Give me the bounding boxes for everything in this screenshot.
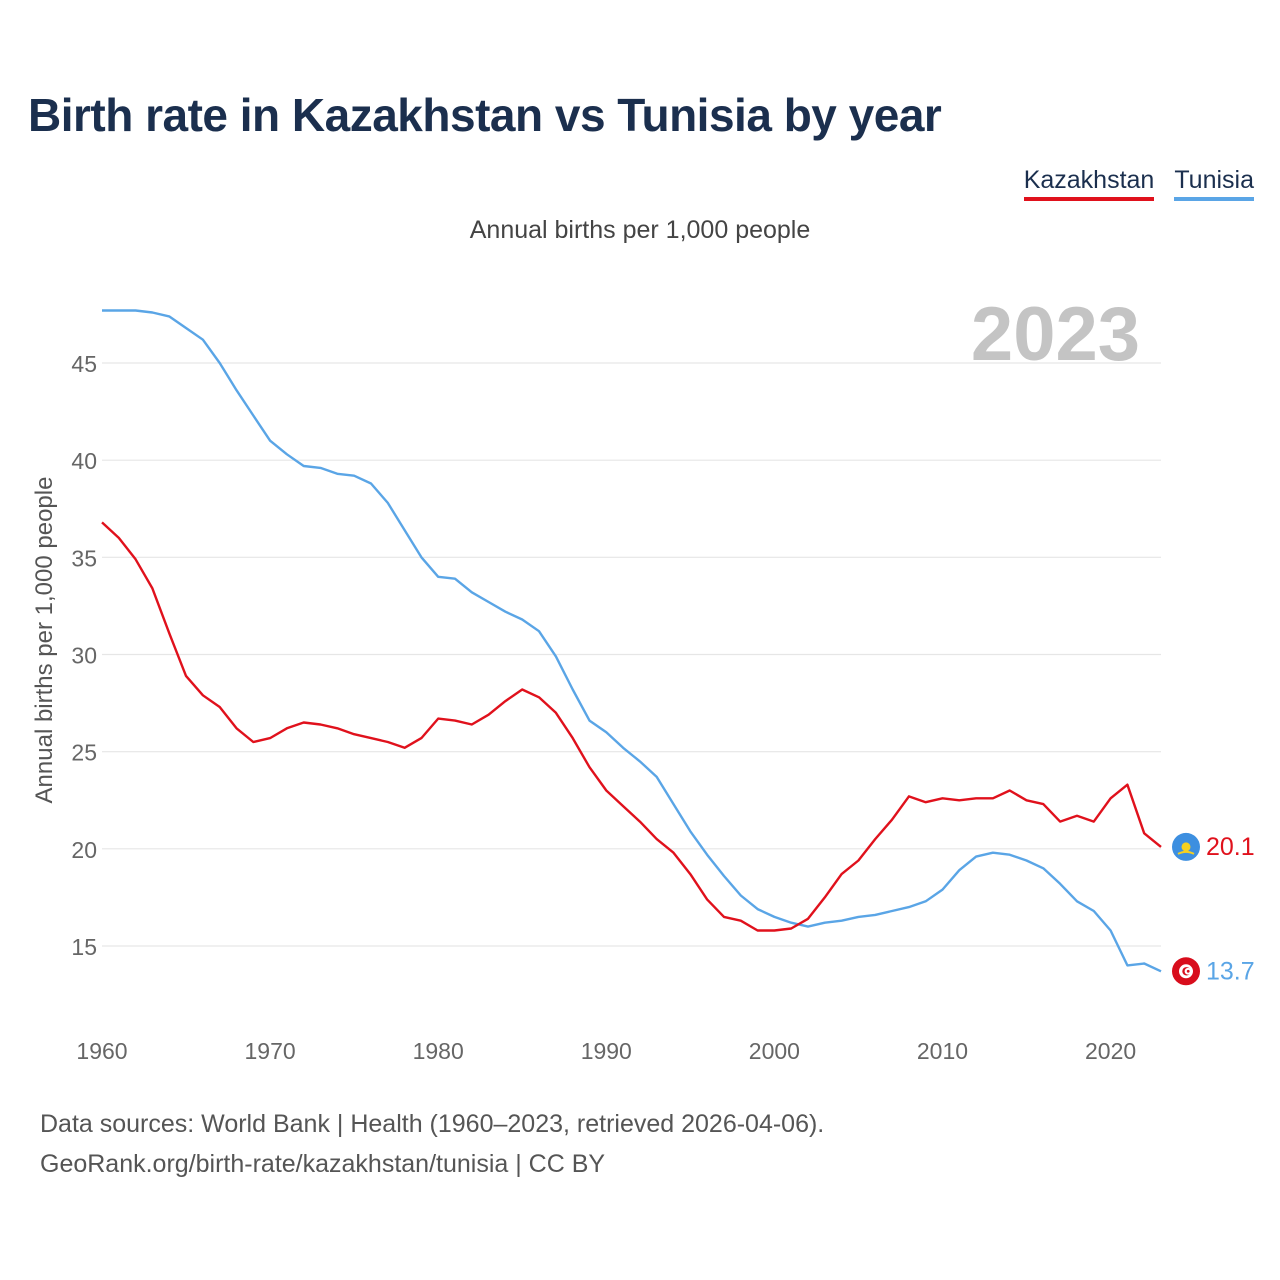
y-tick-label: 40 (71, 448, 97, 474)
series-lines (101, 309, 1162, 973)
x-tick-label: 2010 (917, 1038, 968, 1064)
y-tick-label: 30 (71, 643, 97, 669)
gridlines (102, 362, 1161, 947)
x-tick-label: 1960 (76, 1038, 127, 1064)
chart-title: Birth rate in Kazakhstan vs Tunisia by y… (28, 89, 942, 141)
tunisia-end-label: 13.7 (1206, 957, 1255, 985)
y-tick-label: 20 (71, 837, 97, 863)
tunisia-flag-icon (1172, 957, 1200, 986)
series-line-tunisia (102, 309, 1162, 973)
chart-subtitle: Annual births per 1,000 people (469, 216, 811, 244)
x-tick-label: 2000 (749, 1038, 800, 1064)
y-tick-label: 25 (71, 740, 97, 766)
x-tick-label: 1990 (581, 1038, 632, 1064)
year-watermark: 2023 (971, 292, 1140, 377)
y-tick-label: 45 (71, 351, 97, 377)
kazakhstan-end-label: 20.1 (1206, 833, 1255, 861)
x-tick-label: 1970 (245, 1038, 296, 1064)
source-line-2[interactable]: GeoRank.org/birth-rate/kazakhstan/tunisi… (40, 1150, 606, 1178)
x-tick-label: 2020 (1085, 1038, 1136, 1064)
x-tick-label: 1980 (413, 1038, 464, 1064)
y-axis-ticks: 15 20 25 30 35 40 45 (71, 351, 97, 960)
legend-item-kazakhstan[interactable]: Kazakhstan (1023, 166, 1155, 201)
y-tick-label: 35 (71, 545, 97, 571)
y-axis-label: Annual births per 1,000 people (31, 477, 58, 804)
legend: Kazakhstan Tunisia (1023, 166, 1254, 201)
x-axis-ticks: 1960 1970 1980 1990 2000 2010 2020 (76, 1038, 1136, 1064)
line-chart: 2023 15 20 25 30 35 40 45 1960 1970 1980 1990 2000… (31, 292, 1255, 1064)
kazakhstan-flag-icon (1172, 832, 1200, 861)
y-tick-label: 15 (71, 934, 97, 960)
legend-item-tunisia[interactable]: Tunisia (1174, 166, 1254, 201)
series-line-kazakhstan (101, 521, 1162, 932)
source-note: Data sources: World Bank | Health (1960–… (40, 1104, 824, 1184)
source-line-1: Data sources: World Bank | Health (1960–… (40, 1110, 825, 1138)
